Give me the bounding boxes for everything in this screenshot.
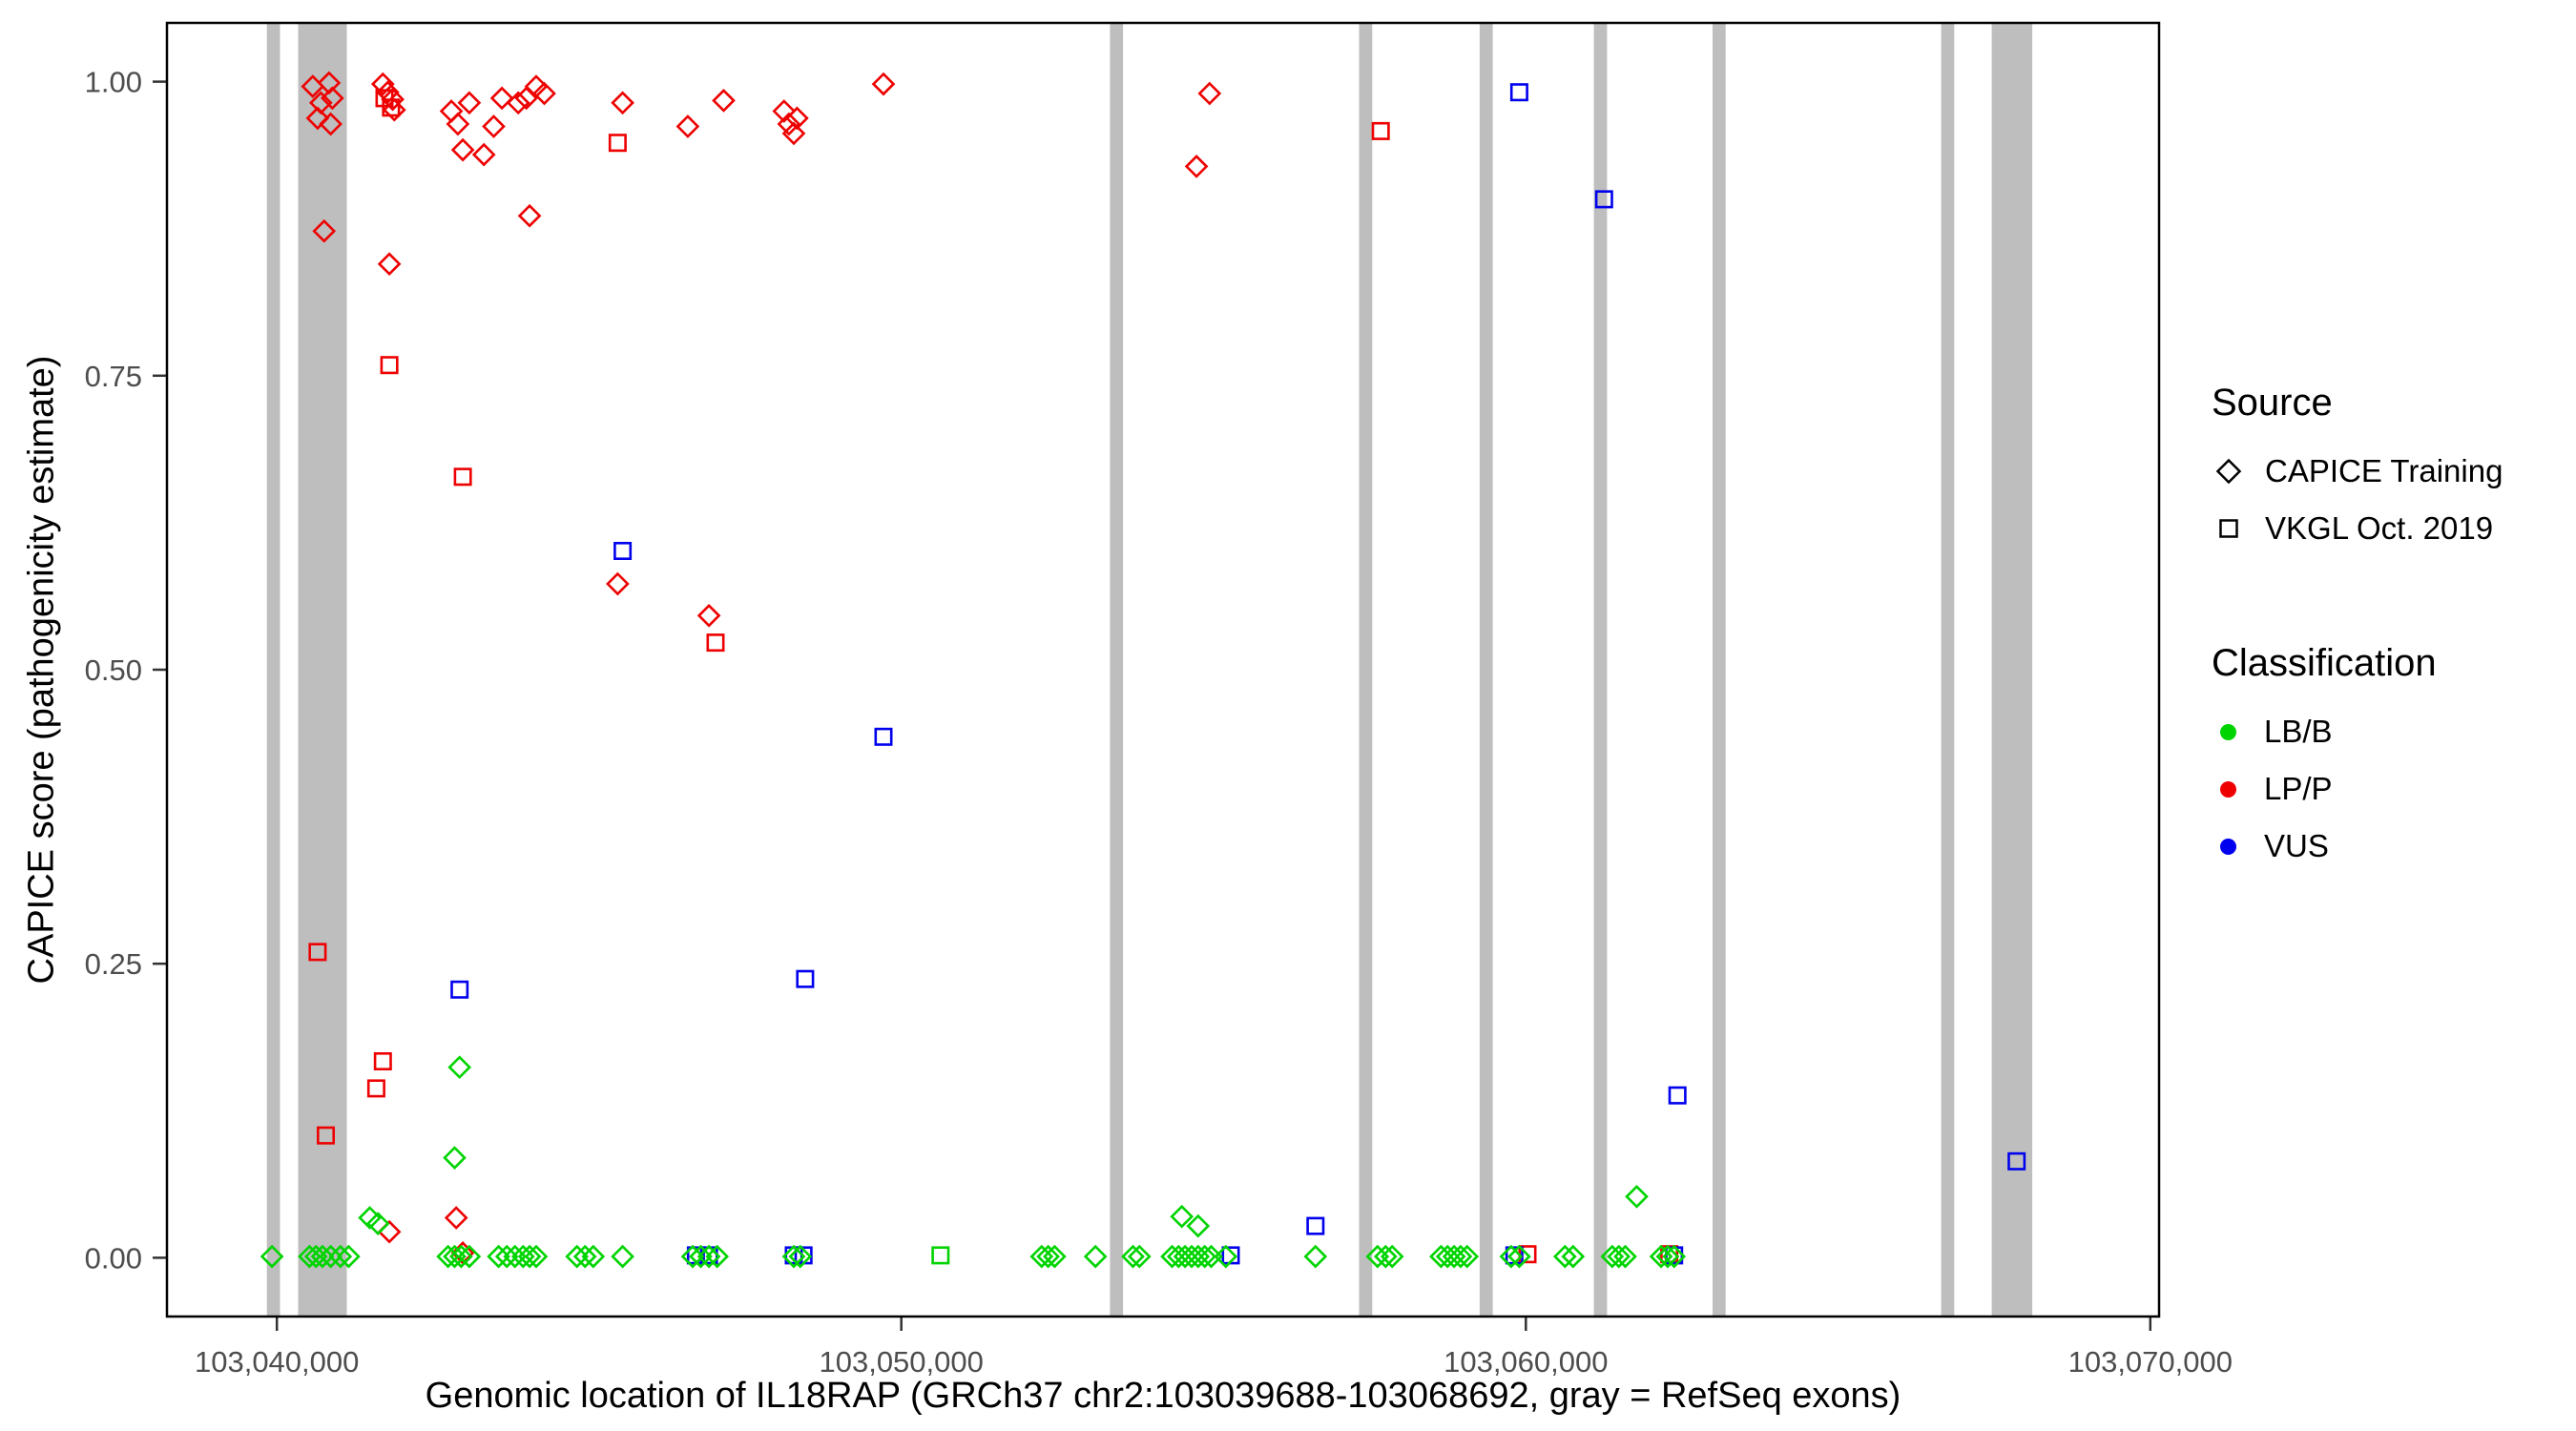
svg-text:103,050,000: 103,050,000 [819,1345,983,1379]
diamond-marker-icon [2215,458,2242,485]
svg-text:0.00: 0.00 [85,1241,142,1275]
legend-item-capice-training: CAPICE Training [2212,453,2574,489]
svg-text:0.25: 0.25 [85,947,142,981]
legend: Source CAPICE Training VKGL Oct. 2019 Cl… [2212,382,2574,960]
blue-dot-icon [2220,838,2236,855]
legend-item-label: VKGL Oct. 2019 [2265,510,2494,546]
legend-source-group: Source CAPICE Training VKGL Oct. 2019 [2212,382,2574,547]
legend-item-vus: VUS [2212,828,2574,864]
legend-item-label: VUS [2264,828,2329,863]
svg-text:103,040,000: 103,040,000 [195,1345,359,1379]
y-axis-title: CAPICE score (pathogenicity estimate) [21,355,62,985]
legend-classification-group: Classification LB/B LP/P VUS [2212,642,2574,864]
square-marker-icon [2219,519,2238,538]
svg-text:0.75: 0.75 [85,360,142,393]
x-axis-title: Genomic location of IL18RAP (GRCh37 chr2… [425,1376,1901,1416]
svg-text:0.50: 0.50 [85,653,142,687]
svg-text:103,060,000: 103,060,000 [1444,1345,1608,1379]
legend-source-title: Source [2212,382,2333,424]
legend-item-lpp: LP/P [2212,771,2574,807]
legend-item-lbb: LB/B [2212,714,2574,750]
legend-item-label: CAPICE Training [2265,453,2503,488]
red-dot-icon [2220,780,2236,798]
svg-text:103,070,000: 103,070,000 [2068,1345,2233,1379]
legend-classification-title: Classification [2212,642,2437,684]
svg-text:1.00: 1.00 [85,66,142,99]
legend-item-vkgl: VKGL Oct. 2019 [2212,510,2574,547]
legend-item-label: LP/P [2264,771,2333,806]
legend-item-label: LB/B [2264,714,2333,749]
green-dot-icon [2220,723,2236,740]
